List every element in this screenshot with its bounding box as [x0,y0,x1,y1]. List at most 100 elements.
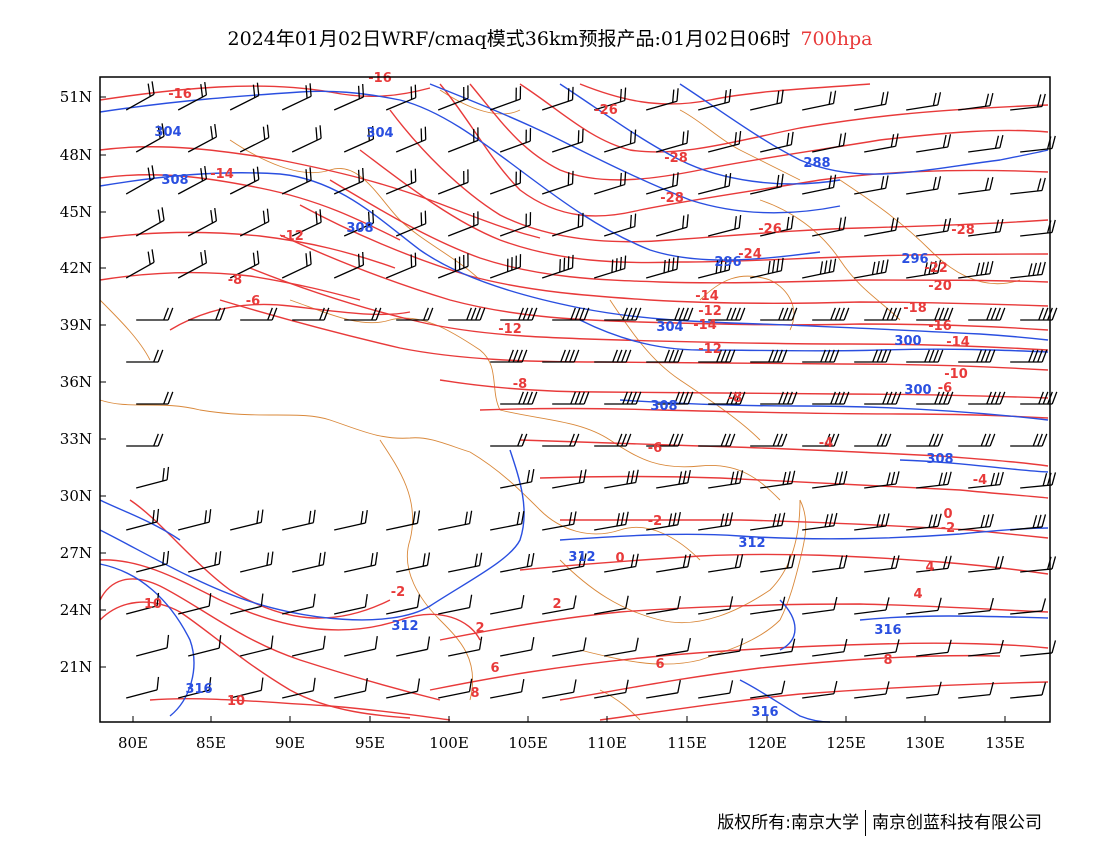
wind-barb-feather [735,391,741,405]
wind-barb [177,94,207,111]
lat-label: 36N [60,373,92,391]
wind-barb-feather [772,433,779,447]
wind-barb-feather [1042,307,1049,321]
wind-barb [542,691,574,699]
temperature-label: 4 [925,560,934,575]
wind-barb-feather [1051,219,1056,233]
wind-barb-feather [786,132,790,146]
wind-barb-feather [166,634,170,648]
wind-barb-feather [928,433,935,447]
wind-barb-feather [569,349,575,363]
wind-barb [916,567,949,573]
wind-barb-feather [999,218,1004,232]
wind-barb-feather [323,307,330,321]
wind-barb [916,483,949,489]
wind-barb-feather [678,471,683,485]
wind-barb-feather [791,307,798,321]
border-line [699,275,795,331]
wind-barb [542,523,574,531]
wind-barb [344,564,376,573]
wind-barb-feather [938,307,945,321]
wind-barb-feather [989,349,996,363]
wind-barb-feather [885,513,890,527]
wind-barb-feather [156,592,160,606]
wind-barb-feather [322,635,326,649]
wind-barb [135,219,165,237]
wind-barb-feather [739,391,746,405]
wind-barb-feather [729,512,734,526]
wind-barb-feather [780,173,784,187]
wind-barb [291,137,322,153]
wind-barb [968,483,1001,489]
wind-barb-feather [1028,349,1034,363]
wind-barb [698,692,730,699]
wind-barb-feather [252,168,256,182]
wind-barb-feather [833,349,840,363]
wind-barb-feather [151,165,155,179]
wind-barb-feather [319,307,325,321]
wind-barb-feather [985,349,991,363]
height-label: 312 [568,550,595,565]
wind-barb-feather [672,89,675,103]
wind-barb [708,143,740,153]
height-label: 304 [154,125,181,140]
height-label: 296 [714,255,741,270]
wind-barb [656,142,688,153]
temperature-contour [99,559,481,641]
wind-barb-feather [579,391,585,405]
wind-barb-feather [834,472,839,486]
wind-barb-feather [564,349,571,363]
wind-barb [812,144,844,153]
height-contour [859,615,1049,621]
wind-barb-feather [984,514,990,528]
wind-barb-feather [305,85,308,99]
wind-barb [239,137,270,153]
wind-barb-feather [833,596,838,610]
wind-barb-feather [1041,433,1048,447]
wind-barb [1020,484,1053,489]
wind-barb-feather [1042,391,1049,405]
wind-barb [760,482,792,489]
wind-barb [281,95,312,111]
wind-barb-feather [581,212,584,226]
wind-barb-feather [626,391,633,405]
wind-barb [864,229,896,237]
temperature-label: -12 [498,322,522,337]
wind-barb-feather [687,469,691,483]
wind-barb-feather [520,678,525,693]
wind-barb [958,273,990,279]
wind-barb-feather [781,349,788,363]
wind-barb-feather [687,637,691,651]
wind-barb-feather [371,307,377,321]
wind-barb-feather [828,175,832,189]
wind-barb-feather [1051,556,1057,570]
wind-barb [552,481,584,489]
wind-barb-feather [512,349,519,363]
wind-barb-feather [880,176,885,190]
wind-barb [916,230,948,237]
wind-barb-feather [252,84,256,98]
wind-barb-feather [729,349,736,363]
wind-barb-feather [880,513,886,527]
wind-barb-feather [1041,349,1048,363]
temperature-contour [519,553,1049,575]
wind-barb-feather [622,307,628,321]
wind-barb-feather [890,218,895,232]
wind-barb-feather [629,214,632,228]
wind-barb-feather [885,433,892,447]
temperature-label: -8 [513,377,527,392]
wind-barb [396,648,428,657]
wind-barb [698,608,730,615]
temperature-label: 2 [475,621,484,636]
wind-barb [812,651,844,657]
wind-barb-feather [937,92,942,106]
wind-barb [760,228,792,237]
wind-barb-feather [635,469,639,483]
wind-barb-feather [673,433,679,447]
wind-barb-feather [682,215,685,229]
wind-barb-feather [885,349,892,363]
wind-barb-feather [980,514,986,528]
wind-barb-feather [422,553,426,567]
wind-barb-feather [989,681,994,695]
wind-barb [854,693,887,699]
